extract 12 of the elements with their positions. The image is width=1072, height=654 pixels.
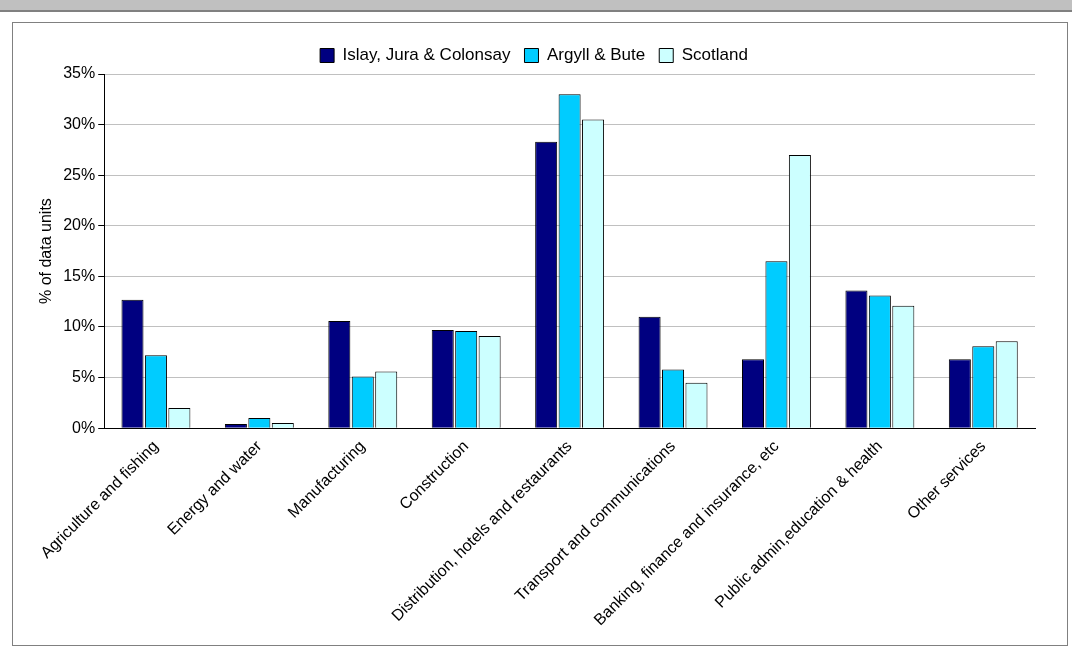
legend-label: Argyll & Bute: [546, 45, 646, 65]
y-tick-label: 30%: [63, 115, 96, 132]
y-tick-label: 0%: [72, 418, 96, 436]
legend-label: Scotland: [681, 45, 748, 65]
y-tick-label: 35%: [63, 64, 96, 82]
y-tick-label: 10%: [63, 317, 96, 335]
y-tick-label: 20%: [63, 216, 96, 234]
y-tick-label: 25%: [63, 165, 96, 183]
y-tick-label: 15%: [63, 266, 96, 284]
y-tick-label: 5%: [72, 367, 96, 385]
y-axis-title: % of data units: [37, 198, 55, 305]
legend-label: Islay, Jura & Colonsay: [342, 45, 511, 65]
